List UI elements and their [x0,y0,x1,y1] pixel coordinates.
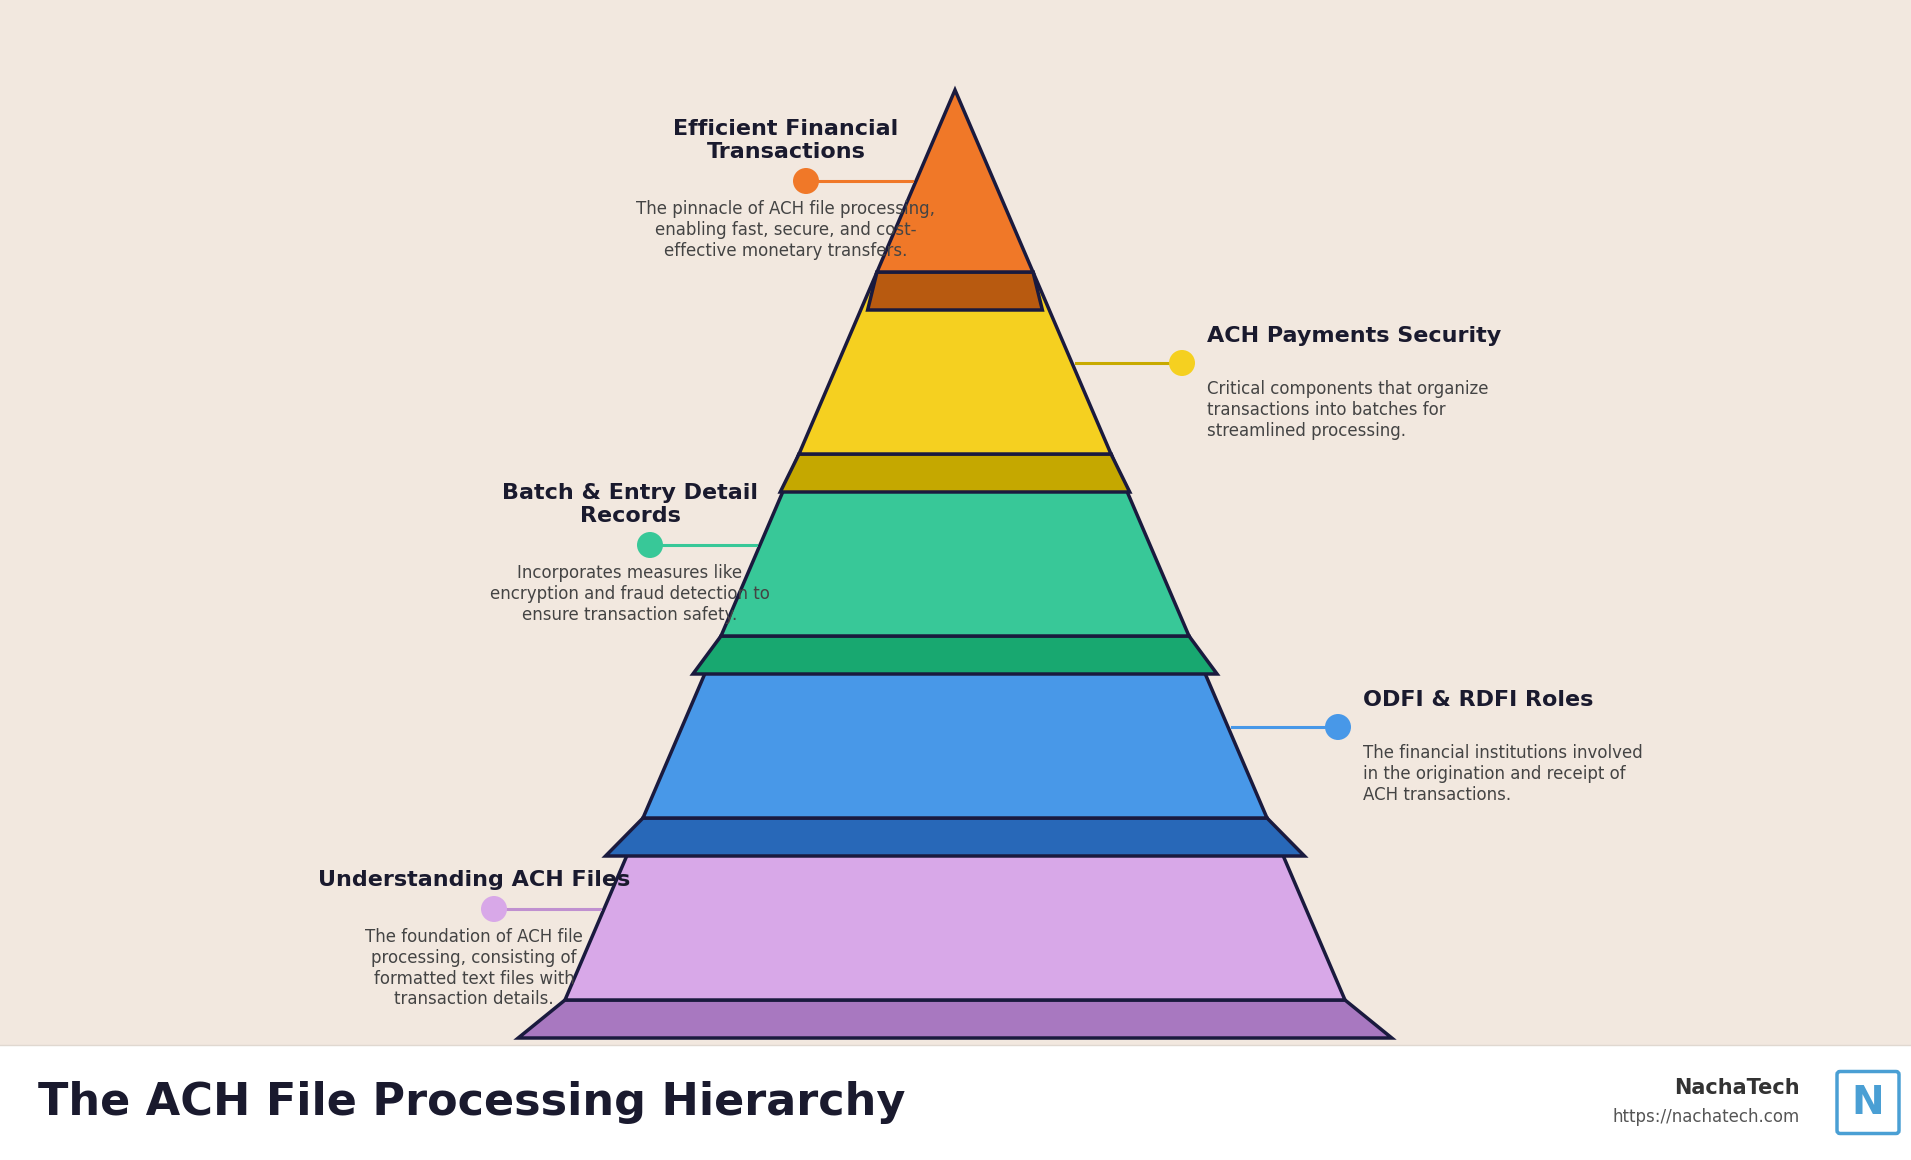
Text: The foundation of ACH file
processing, consisting of
formatted text files with
t: The foundation of ACH file processing, c… [365,928,583,1008]
Circle shape [793,168,820,194]
Text: ODFI & RDFI Roles: ODFI & RDFI Roles [1363,690,1594,710]
Text: Efficient Financial
Transactions: Efficient Financial Transactions [673,118,898,162]
Text: Batch & Entry Detail
Records: Batch & Entry Detail Records [503,483,759,525]
Text: https://nachatech.com: https://nachatech.com [1613,1108,1800,1125]
FancyBboxPatch shape [1836,1072,1900,1133]
Text: The financial institutions involved
in the origination and receipt of
ACH transa: The financial institutions involved in t… [1363,744,1643,804]
Text: Incorporates measures like
encryption and fraud detection to
ensure transaction : Incorporates measures like encryption an… [489,564,770,624]
Text: Critical components that organize
transactions into batches for
streamlined proc: Critical components that organize transa… [1208,380,1489,440]
Polygon shape [606,818,1305,856]
Text: ACH Payments Security: ACH Payments Security [1208,326,1502,346]
Polygon shape [642,636,1267,818]
Polygon shape [868,271,1041,310]
Text: N: N [1852,1083,1884,1122]
Polygon shape [720,454,1189,636]
Text: Understanding ACH Files: Understanding ACH Files [317,870,631,890]
Polygon shape [518,1000,1391,1038]
Polygon shape [694,636,1217,674]
Text: NachaTech: NachaTech [1674,1079,1800,1099]
Circle shape [482,896,506,922]
Polygon shape [799,271,1110,454]
Polygon shape [877,90,1034,271]
Circle shape [1170,350,1194,376]
Circle shape [636,532,663,558]
Bar [0,1045,1911,1160]
Text: The pinnacle of ACH file processing,
enabling fast, secure, and cost-
effective : The pinnacle of ACH file processing, ena… [636,200,936,260]
Polygon shape [566,818,1345,1000]
Polygon shape [780,454,1129,492]
Circle shape [1324,715,1351,740]
Text: The ACH File Processing Hierarchy: The ACH File Processing Hierarchy [38,1081,906,1124]
